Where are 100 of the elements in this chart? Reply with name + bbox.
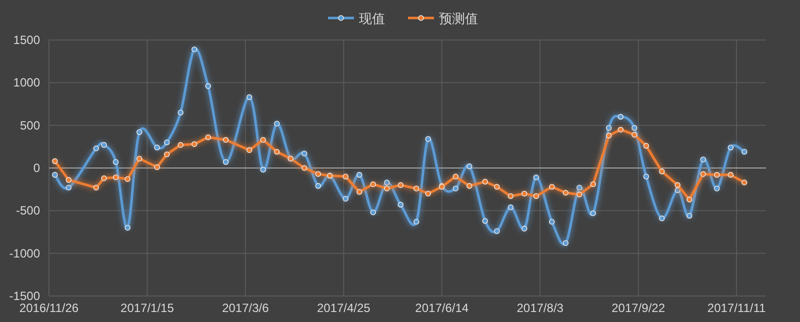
point: [728, 144, 734, 150]
point: [178, 110, 184, 116]
point: [533, 193, 540, 200]
point: [606, 124, 612, 131]
point: [178, 142, 184, 148]
point: [154, 144, 160, 150]
point: [741, 180, 748, 186]
point: [222, 159, 229, 165]
point: [658, 168, 665, 174]
point: [425, 136, 432, 142]
x-tick-label: 2017/8/3: [516, 301, 564, 315]
point: [658, 215, 665, 222]
point: [112, 174, 119, 180]
point: [425, 190, 432, 196]
point: [246, 94, 252, 100]
point: [222, 136, 229, 143]
point: [315, 183, 322, 189]
point: [205, 134, 212, 140]
point: [590, 181, 596, 188]
point: [728, 172, 734, 178]
point: [274, 148, 280, 155]
point: [154, 164, 160, 170]
x-tick-label: 2017/11/11: [707, 301, 766, 315]
x-tick-label: 2017/4/25: [316, 301, 371, 315]
point: [66, 184, 72, 191]
point: [370, 181, 376, 188]
point: [66, 177, 72, 183]
point: [274, 120, 280, 127]
point: [398, 202, 404, 208]
point: [136, 129, 142, 136]
point: [191, 46, 198, 52]
point: [606, 132, 612, 138]
point: [398, 182, 404, 188]
point: [548, 218, 555, 225]
point: [452, 186, 459, 192]
point: [191, 141, 198, 148]
point: [508, 204, 514, 210]
point: [101, 175, 107, 182]
point: [714, 172, 720, 178]
point: [260, 136, 266, 143]
y-tick-label: -500: [16, 204, 40, 218]
point: [452, 174, 459, 180]
point: [521, 190, 528, 196]
point: [618, 114, 624, 120]
x-tick-label: 2017/9/22: [612, 301, 666, 315]
point: [576, 184, 582, 191]
point: [370, 209, 376, 216]
point: [643, 142, 650, 149]
x-tick-label: 2017/6/14: [415, 301, 469, 315]
point: [686, 212, 692, 219]
y-tick-label: 1000: [13, 76, 40, 90]
point: [124, 224, 130, 231]
point: [246, 147, 252, 153]
point: [631, 124, 638, 131]
point: [356, 188, 362, 195]
point: [494, 184, 500, 190]
point: [521, 226, 528, 232]
y-tick-label: -1500: [9, 289, 40, 303]
point: [384, 186, 390, 192]
point: [112, 159, 119, 165]
y-tick-label: 500: [20, 118, 40, 132]
point: [413, 186, 420, 192]
point: [576, 192, 582, 198]
point: [93, 184, 100, 191]
point: [674, 182, 681, 188]
point: [466, 183, 472, 189]
point: [700, 171, 706, 177]
point: [136, 156, 142, 162]
point: [301, 150, 308, 156]
point: [700, 156, 706, 162]
legend-label: 现值: [359, 11, 385, 26]
point: [342, 174, 349, 180]
point: [508, 193, 514, 200]
point: [205, 83, 212, 89]
point: [741, 148, 748, 155]
point: [643, 174, 650, 180]
point: [590, 210, 596, 216]
point: [301, 165, 308, 171]
point: [714, 186, 720, 192]
point: [548, 184, 555, 190]
point: [384, 180, 390, 186]
point: [356, 172, 362, 178]
point: [101, 142, 107, 148]
x-tick-label: 2016/11/26: [19, 301, 79, 315]
legend-label: 预测值: [439, 11, 478, 26]
x-tick-label: 2017/3/6: [222, 301, 270, 315]
point: [260, 166, 266, 173]
point: [562, 240, 569, 246]
point: [52, 158, 58, 164]
point: [164, 140, 170, 146]
point: [342, 196, 349, 202]
point: [533, 174, 540, 180]
point: [562, 190, 569, 196]
point: [164, 151, 170, 158]
point: [631, 132, 638, 138]
point: [413, 218, 420, 225]
y-tick-label: 0: [33, 161, 40, 175]
x-tick-label: 2017/1/15: [120, 301, 174, 315]
point: [52, 172, 58, 178]
point: [494, 228, 500, 234]
